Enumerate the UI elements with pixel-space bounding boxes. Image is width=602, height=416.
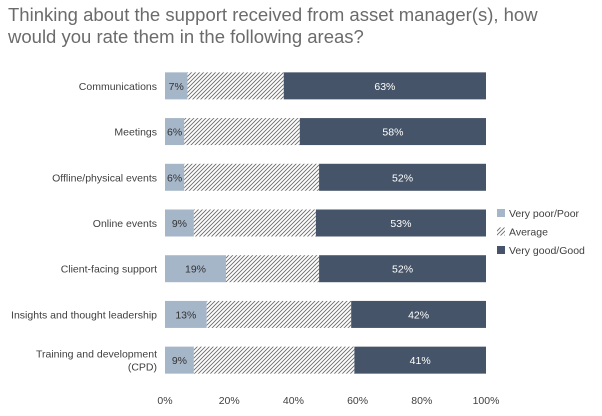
bar-segment-1-row-1 <box>165 72 188 100</box>
legend-label-3: Very good/Good <box>509 245 585 257</box>
data-label-1-row-6: 13% <box>175 309 196 321</box>
legend-swatch-1 <box>497 209 505 217</box>
x-axis: 0% 20% 40% 60% 80% 100% <box>157 395 499 407</box>
data-label-3-row-2: 58% <box>382 127 403 139</box>
bar-segment-2-row-2 <box>184 118 300 146</box>
chart-title: Thinking about the support received from… <box>8 4 568 48</box>
bar-segment-3-row-2 <box>299 118 486 146</box>
data-label-3-row-3: 52% <box>392 172 413 184</box>
bar-segment-1-row-7 <box>165 346 194 374</box>
bar-segment-1-row-2 <box>165 118 185 146</box>
bar-segment-1-row-4 <box>165 209 194 237</box>
category-label-row-6: Insights and thought leadership <box>11 309 157 321</box>
category-label-row-4: Online events <box>93 218 157 230</box>
legend-swatch-2 <box>497 227 505 236</box>
chart-title-line-2: would you rate them in the following are… <box>8 26 364 47</box>
legend-label-2: Average <box>509 227 548 239</box>
category-label-row-1: Communications <box>79 81 157 93</box>
data-label-3-row-4: 53% <box>390 218 411 230</box>
category-label-row-3: Offline/physical events <box>52 172 157 184</box>
data-label-1-row-5: 19% <box>185 264 206 276</box>
x-tick-label-3: 40% <box>283 395 304 407</box>
data-label-1-row-1: 7% <box>169 81 184 93</box>
bar-segment-2-row-1 <box>187 72 284 100</box>
bar-segment-2-row-5 <box>225 255 320 283</box>
data-label-3-row-7: 41% <box>410 355 431 367</box>
category-label-row-7-line-2: (CPD) <box>128 362 157 374</box>
x-tick-label-2: 20% <box>219 395 240 407</box>
category-labels: Communications Meetings Offline/physical e… <box>11 81 157 374</box>
x-tick-label-1: 0% <box>157 395 172 407</box>
data-label-1-row-2: 6% <box>167 127 182 139</box>
category-label-row-7-line-1: Training and development <box>36 349 157 361</box>
bar-segment-3-row-5 <box>319 255 486 283</box>
bar-segment-3-row-6 <box>351 300 486 328</box>
bar-segment-3-row-4 <box>315 209 486 237</box>
data-label-1-row-4: 9% <box>172 218 187 230</box>
bar-segment-1-row-5 <box>165 255 226 283</box>
bar-segment-2-row-3 <box>184 163 320 191</box>
legend-swatch-3 <box>497 246 505 254</box>
x-tick-label-6: 100% <box>473 395 500 407</box>
bar-segment-3-row-7 <box>354 346 486 374</box>
bar-area: 7% 63% 6% 58% 6% 52% 9% 53% 19% 52% 13% 42% 9% 41% <box>165 72 486 374</box>
bar-segment-2-row-6 <box>206 300 352 328</box>
data-label-3-row-6: 42% <box>408 309 429 321</box>
data-label-3-row-1: 63% <box>374 81 395 93</box>
bar-segment-1-row-6 <box>165 300 207 328</box>
bar-segment-1-row-3 <box>165 163 185 191</box>
bar-segment-3-row-3 <box>319 163 486 191</box>
bar-segment-3-row-1 <box>283 72 486 100</box>
chart-title-line-1: Thinking about the support received from… <box>8 4 538 25</box>
data-label-3-row-5: 52% <box>392 264 413 276</box>
category-label-row-5: Client-facing support <box>61 264 157 276</box>
data-label-1-row-7: 9% <box>172 355 187 367</box>
category-label-row-2: Meetings <box>114 127 157 139</box>
bar-segment-2-row-4 <box>193 209 316 237</box>
data-label-1-row-3: 6% <box>167 172 182 184</box>
x-tick-label-4: 60% <box>347 395 368 407</box>
x-tick-label-5: 80% <box>411 395 432 407</box>
legend: Very poor/Poor Average Very good/Good <box>497 208 585 257</box>
legend-label-1: Very poor/Poor <box>509 208 580 220</box>
bar-segment-2-row-7 <box>193 346 355 374</box>
